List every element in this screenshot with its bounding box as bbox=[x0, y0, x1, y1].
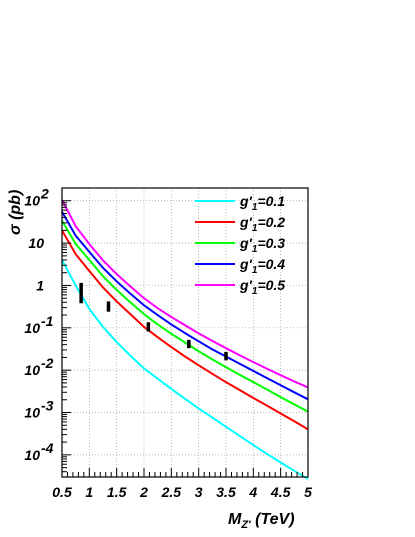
legend-label-2: g'1=0.2 bbox=[239, 214, 285, 234]
series-line-4 bbox=[61, 211, 309, 401]
x-tick-label: 5 bbox=[304, 484, 312, 500]
x-axis-title-unit: (TeV) bbox=[251, 511, 295, 528]
x-tick-label: 0.5 bbox=[52, 484, 72, 500]
y-tick-label: 10 bbox=[24, 362, 40, 378]
y-tick-label: 10 bbox=[24, 405, 40, 421]
y-tick-exponent: -1 bbox=[41, 313, 54, 329]
legend-label-4: g'1=0.4 bbox=[239, 256, 285, 276]
y-axis-title-unit: (pb) bbox=[7, 190, 24, 225]
series-line-1 bbox=[61, 259, 309, 480]
axis-ticks bbox=[61, 187, 309, 478]
x-tick-label: 1 bbox=[85, 484, 93, 500]
y-axis-title-symbol: σ bbox=[7, 223, 24, 235]
y-tick-label: 10 bbox=[24, 320, 40, 336]
x-tick-label: 4 bbox=[248, 484, 257, 500]
grid-lines bbox=[62, 188, 308, 477]
plot-frame bbox=[61, 187, 309, 478]
y-tick-exponent: -2 bbox=[41, 355, 54, 371]
y-tick-exponent: -4 bbox=[41, 440, 54, 456]
series-line-2 bbox=[61, 229, 309, 431]
x-tick-label: 4.5 bbox=[270, 484, 291, 500]
series-line-5 bbox=[61, 199, 309, 389]
legend-label-5: g'1=0.5 bbox=[239, 277, 285, 297]
y-tick-label: 10 bbox=[28, 235, 44, 251]
y-tick-label: 1 bbox=[36, 277, 44, 293]
x-tick-label: 2 bbox=[139, 484, 148, 500]
x-axis-title: MZ' (TeV) bbox=[228, 511, 295, 531]
y-axis-title: σ (pb) bbox=[7, 190, 24, 235]
y-tick-exponent: -3 bbox=[41, 398, 54, 414]
x-tick-label: 3.5 bbox=[216, 484, 236, 500]
y-tick-exponent: 2 bbox=[40, 186, 49, 202]
y-tick-label: 10 bbox=[24, 193, 40, 209]
legend-label-3: g'1=0.3 bbox=[239, 235, 285, 255]
y-tick-label: 10 bbox=[24, 447, 40, 463]
x-axis-title-sub: Z' bbox=[240, 519, 251, 531]
x-tick-label: 3 bbox=[195, 484, 203, 500]
axis-tick-labels: 0.5 1 1.5 2 2.5 3 3.5 4 4.5 510 210110-110-210-310… bbox=[24, 186, 312, 500]
series-line-3 bbox=[61, 220, 309, 413]
series-curves bbox=[61, 199, 309, 480]
legend: g'1=0.1g'1=0.2g'1=0.3g'1=0.4g'1=0.5 bbox=[195, 193, 285, 297]
x-axis-title-main: M bbox=[228, 511, 242, 528]
x-tick-label: 2.5 bbox=[161, 484, 182, 500]
resonance-markers bbox=[79, 282, 228, 361]
x-tick-label: 1.5 bbox=[107, 484, 127, 500]
legend-label-1: g'1=0.1 bbox=[239, 193, 285, 213]
